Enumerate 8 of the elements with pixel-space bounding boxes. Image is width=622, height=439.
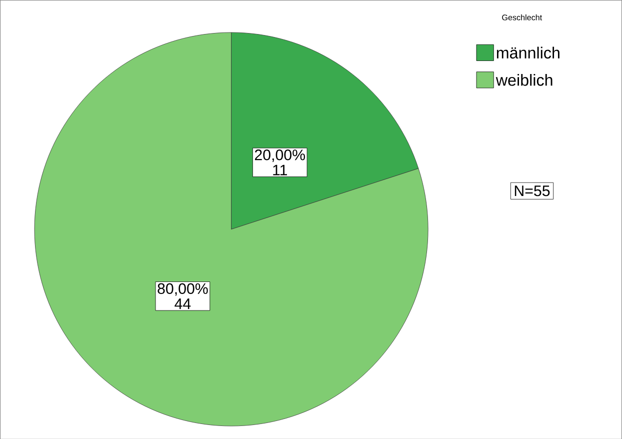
legend-title: Geschlecht: [502, 14, 542, 20]
text: 44: [174, 298, 191, 309]
legend-label: männlich: [496, 46, 560, 58]
data-label: 80,00%: [158, 283, 208, 296]
legend-label: weiblich: [496, 74, 552, 86]
data-label: 20,00%: [254, 149, 305, 162]
text: 11: [273, 164, 287, 176]
text: N=55: [514, 185, 550, 196]
